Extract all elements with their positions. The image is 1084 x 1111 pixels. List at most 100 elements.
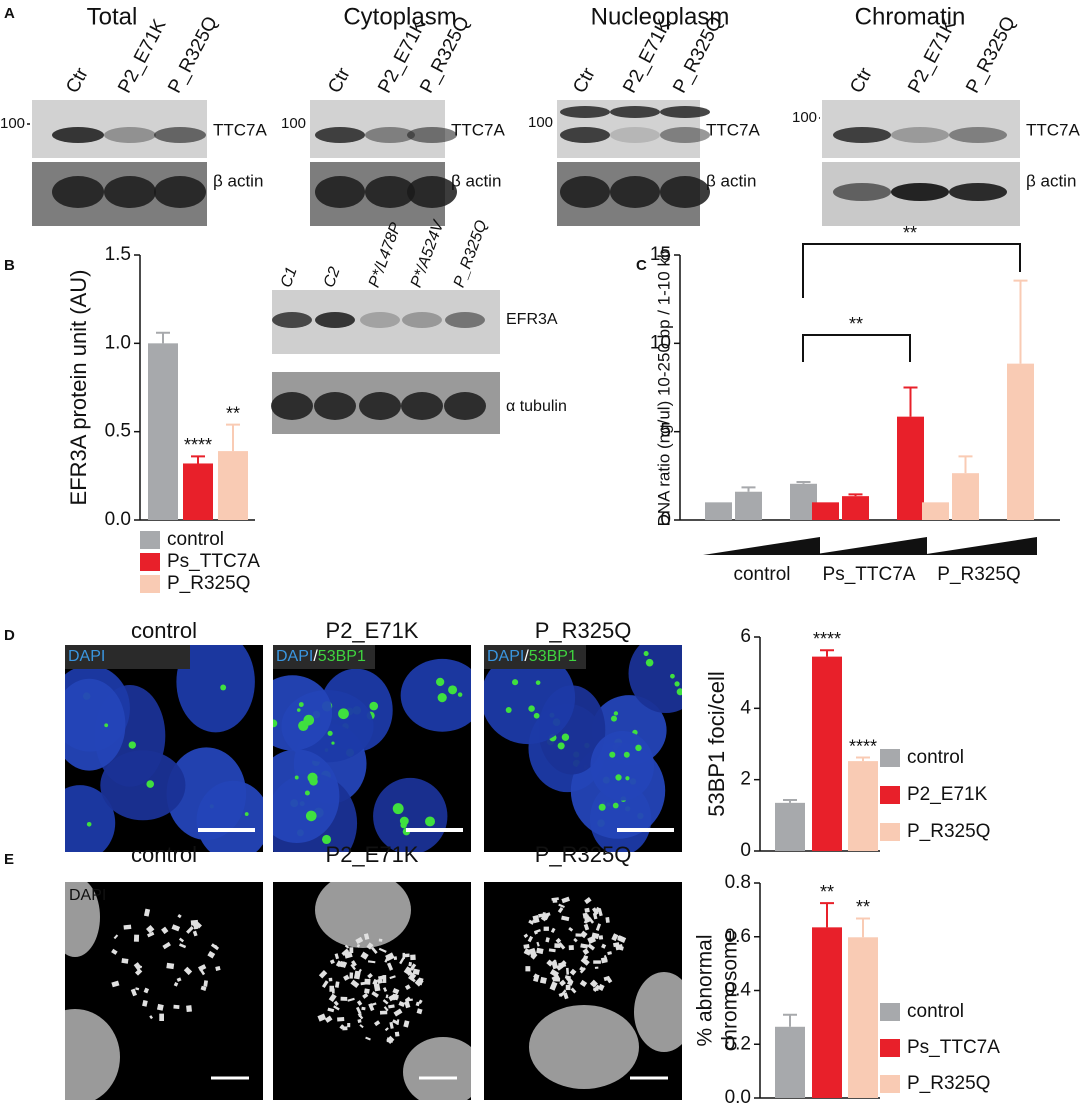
chromosome [595,923,602,931]
focus [307,772,318,783]
legend-swatch [140,575,160,593]
y-tick-label: 0 [660,509,671,530]
error-bar [856,917,870,938]
blot-band [891,183,949,201]
chromosome [408,972,417,982]
chromosome [584,897,592,905]
chromosome [552,899,558,903]
blot-band [560,127,610,143]
blot-band [272,312,312,328]
blot-title: Nucleoplasm [591,3,730,30]
y-tick-label: 0.6 [725,926,751,947]
chromosome [356,1000,363,1006]
focus [296,708,301,712]
lane-label: P*/A524V [408,218,448,290]
focus [635,744,642,752]
chromosome [186,925,194,934]
nucleus [65,785,116,852]
chromosome [575,933,582,937]
chromosome [130,988,138,997]
chromosome [321,980,329,989]
chromosome [166,962,175,970]
focus [327,730,333,736]
chromosome [528,919,535,925]
bar [922,502,949,520]
marker-label: 100 [0,115,25,132]
blot [822,100,1020,226]
chromosome [133,934,140,942]
marker-label: 100 [528,114,553,131]
chromosome [364,988,370,994]
nucleus [196,780,263,852]
nuclei [315,882,471,1100]
focus [322,834,332,845]
chromosome [573,937,578,943]
nucleus [176,645,255,733]
chromosome [385,994,389,999]
chromosome [145,925,155,934]
y-axis-label: DNA ratio (ng/ul) 10-250 bp / 1-10 kb [654,249,673,527]
bar [1007,363,1034,520]
chromosome [617,935,627,943]
nuclei [65,645,263,852]
legend-label: P_R325Q [167,573,250,594]
significance: ** [856,897,870,917]
blot-band [407,176,457,208]
stain-part: / [313,648,318,665]
chromosome [555,937,562,944]
chromosome [385,952,395,962]
legend-label: control [907,1001,964,1022]
focus [670,673,675,679]
chromosome [404,953,410,958]
chromosome [344,944,350,949]
lane-label: P*/L478P [366,220,405,290]
y-tick-label: 6 [740,626,751,647]
error-bar [226,423,240,452]
blot-band [445,312,485,328]
chromosome [410,954,416,961]
chromosome [569,968,577,976]
nucleus [273,675,333,751]
group-label: Ps_TTC7A [823,564,916,585]
chromosome [359,1024,364,1029]
chromosome [548,948,556,953]
blot [310,100,457,226]
y-tick-label: 4 [740,697,751,718]
focus [86,821,92,827]
chromosome [587,943,596,951]
lane-label: Ctr [324,64,355,97]
chromosome [341,961,348,969]
focus [625,776,630,781]
stain-label-bg [65,645,190,669]
chromosome [557,907,564,914]
blot-band [401,392,443,420]
lane-label: Ctr [846,64,877,97]
chromosome [363,933,370,940]
blot-label: β actin [213,171,263,190]
chromosome [341,948,350,957]
bar [812,502,839,520]
bar [848,761,878,851]
y-axis-label: 53BP1 foci/cell [704,671,729,817]
chromosome [384,1027,389,1032]
chromosome [559,989,567,997]
chromosome [561,915,570,922]
nucleus [590,730,655,801]
y-axis-label: % abnormal [694,934,717,1046]
focus [613,711,619,716]
lane-label: P_R325Q [962,13,1020,97]
bar [735,491,762,520]
bar [775,1026,805,1098]
chromosome [583,914,592,923]
chromosome [334,981,340,988]
blot-band [365,127,415,143]
stain-label: DAPI [69,887,106,904]
chromosome [391,993,399,1001]
chromosome [393,1008,403,1017]
error-bar [783,1013,797,1027]
chromosome [565,984,571,991]
chromosome [328,977,333,982]
chromosome [541,912,546,920]
chromosome [388,1004,395,1009]
bar [148,343,178,520]
